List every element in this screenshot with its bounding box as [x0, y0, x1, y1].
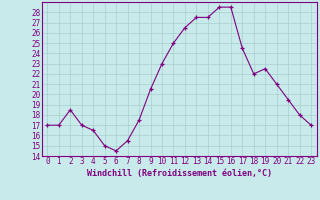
- X-axis label: Windchill (Refroidissement éolien,°C): Windchill (Refroidissement éolien,°C): [87, 169, 272, 178]
